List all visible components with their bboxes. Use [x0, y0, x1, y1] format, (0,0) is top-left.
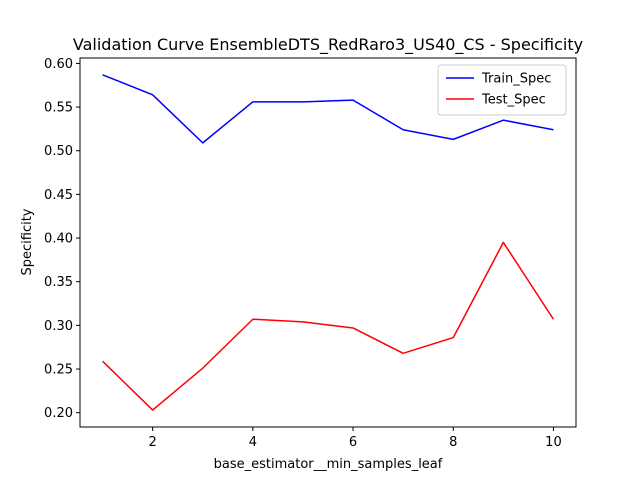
y-tick-label: 0.20 [44, 406, 73, 421]
x-tick-label: 8 [449, 435, 457, 450]
x-axis-label: base_estimator__min_samples_leaf [214, 457, 443, 472]
y-tick-label: 0.60 [44, 57, 73, 72]
x-tick-label: 10 [545, 435, 562, 450]
y-tick-label: 0.40 [44, 232, 73, 247]
y-tick-label: 0.50 [44, 144, 73, 159]
plot-area: 2 4 6 8 10 0.20 0.25 0.30 0.35 0.40 0.45 0.50 0.55 0.… [44, 57, 577, 450]
x-tick-label: 2 [149, 435, 157, 450]
y-axis-label: Specificity [20, 208, 35, 275]
y-tick-label: 0.25 [44, 363, 73, 378]
y-tick-label: 0.35 [44, 275, 73, 290]
y-tick-label: 0.45 [44, 188, 73, 203]
series-line-train-spec [102, 74, 554, 144]
y-tick-label: 0.30 [44, 319, 73, 334]
x-tick-label: 4 [249, 435, 257, 450]
series-line-test-spec [102, 241, 555, 411]
x-tick-label: 6 [349, 435, 357, 450]
legend-label: Train_Spec [481, 72, 551, 87]
legend-label: Test_Spec [481, 93, 546, 108]
y-tick-label: 0.55 [44, 101, 73, 116]
chart-title: Validation Curve EnsembleDTS_RedRaro3_US… [73, 35, 583, 55]
legend: Train_Spec Test_Spec [437, 64, 567, 116]
plot-frame [79, 57, 577, 428]
